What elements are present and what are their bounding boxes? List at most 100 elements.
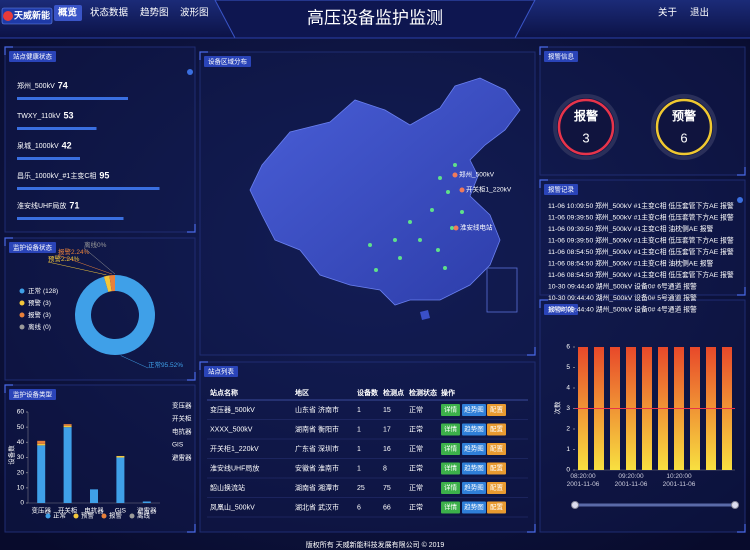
- alarm-ring: [557, 98, 615, 156]
- action-button[interactable]: [487, 482, 506, 494]
- nav-item[interactable]: 状态数据: [90, 7, 129, 19]
- map-site[interactable]: [430, 208, 434, 212]
- map-site[interactable]: [418, 238, 422, 242]
- table-cell: 25: [357, 485, 365, 492]
- legend-swatch: [19, 312, 25, 318]
- bar: [17, 97, 128, 100]
- panel-corner: [199, 361, 536, 533]
- category-list-item: 变压器: [172, 401, 192, 410]
- panel-dot: [187, 69, 193, 75]
- panel-title: 报警时段: [548, 305, 575, 314]
- bar-segment: [37, 445, 46, 503]
- bar-segment: [63, 425, 72, 428]
- action-button[interactable]: [462, 501, 486, 514]
- legend-entry: 预警 (3): [28, 298, 51, 307]
- action-label[interactable]: 详情: [444, 483, 458, 492]
- action-label[interactable]: 趋势图: [464, 463, 484, 472]
- nav-item[interactable]: 波形图: [180, 7, 209, 19]
- action-button[interactable]: [487, 443, 506, 455]
- map-site[interactable]: [374, 268, 378, 272]
- map-site[interactable]: [398, 256, 402, 260]
- alarm-record: 11-06 08:54:50 郑州_500kV #1主变C相 低压套管下方AE …: [548, 270, 734, 279]
- map-marker[interactable]: [452, 172, 458, 178]
- action-label[interactable]: 配置: [490, 464, 504, 472]
- map-china: [249, 77, 521, 306]
- action-button[interactable]: [441, 443, 460, 455]
- legend-name: 报警: [28, 310, 42, 319]
- y-tick-label: 3: [566, 405, 570, 412]
- y-tick-label: 2: [566, 426, 570, 433]
- map-site[interactable]: [368, 243, 372, 247]
- map-marker[interactable]: [453, 225, 459, 231]
- slider-handle[interactable]: [571, 501, 579, 509]
- action-label[interactable]: 趋势图: [464, 444, 484, 453]
- footer: 版权所有 天威新能科技发展有限公司 © 2019: [306, 540, 445, 549]
- action-button[interactable]: [487, 423, 506, 436]
- action-button[interactable]: [441, 404, 460, 416]
- nav-item[interactable]: 概览: [58, 7, 78, 19]
- action-button[interactable]: [441, 482, 460, 494]
- action-label[interactable]: 配置: [490, 445, 504, 453]
- action-label[interactable]: 详情: [444, 502, 458, 511]
- action-label[interactable]: 趋势图: [464, 502, 484, 511]
- map-marker[interactable]: [459, 187, 465, 193]
- x-tick-label: 电抗器: [84, 506, 104, 515]
- map-site[interactable]: [393, 238, 397, 242]
- panel-title: 报警记录: [548, 185, 575, 194]
- leader-line: [57, 254, 113, 275]
- y-axis-label: 次数: [553, 401, 562, 415]
- action-button[interactable]: [462, 423, 486, 436]
- legend-entry: 正常 (128): [28, 286, 58, 295]
- header-link[interactable]: 关于: [658, 7, 677, 19]
- map-label: 郑州_500kV: [459, 171, 495, 179]
- action-label[interactable]: 详情: [444, 405, 458, 414]
- action-button[interactable]: [487, 501, 506, 514]
- action-button[interactable]: [462, 443, 486, 455]
- map-site[interactable]: [443, 266, 447, 270]
- table-header: 操作: [441, 388, 455, 397]
- action-label[interactable]: 详情: [444, 463, 458, 472]
- action-button[interactable]: [462, 462, 486, 475]
- map-site[interactable]: [436, 248, 440, 252]
- action-button[interactable]: [441, 423, 460, 436]
- action-label[interactable]: 配置: [490, 484, 504, 492]
- table-cell: 变压器_500kV: [210, 405, 255, 414]
- action-label[interactable]: 详情: [444, 444, 458, 453]
- action-label[interactable]: 趋势图: [464, 483, 484, 492]
- legend-entry: 报警 (3): [28, 310, 51, 319]
- panel-tab: [544, 51, 578, 62]
- action-label[interactable]: 趋势图: [464, 424, 484, 433]
- action-button[interactable]: [441, 501, 460, 514]
- map-site[interactable]: [453, 163, 457, 167]
- map-site[interactable]: [460, 210, 464, 214]
- panel-title: 监护设备类型: [13, 390, 53, 399]
- action-label[interactable]: 配置: [490, 406, 504, 414]
- pie-slice: [74, 275, 155, 355]
- action-label[interactable]: 配置: [490, 425, 504, 433]
- action-button[interactable]: [487, 404, 506, 416]
- header-link[interactable]: 退出: [690, 7, 709, 19]
- action-label[interactable]: 趋势图: [464, 405, 484, 414]
- slice-percent: 2.24%: [71, 249, 90, 256]
- bar-segment: [116, 455, 125, 458]
- action-button[interactable]: [441, 462, 460, 475]
- action-label[interactable]: 详情: [444, 424, 458, 433]
- action-button[interactable]: [462, 404, 486, 416]
- table-cell: 6: [357, 504, 361, 511]
- map-site[interactable]: [438, 176, 442, 180]
- slice-name: 正常: [148, 360, 161, 369]
- nav-item[interactable]: 趋势图: [140, 7, 169, 19]
- action-button[interactable]: [487, 462, 506, 475]
- map-site[interactable]: [408, 220, 412, 224]
- bar-segment: [142, 501, 151, 503]
- slider-handle[interactable]: [731, 501, 739, 509]
- action-button[interactable]: [462, 482, 486, 494]
- action-label[interactable]: 配置: [490, 503, 504, 511]
- alarm-label: 报警: [574, 108, 598, 123]
- map-site[interactable]: [446, 190, 450, 194]
- x-tick-label: 开关柜: [58, 506, 78, 515]
- panel-title: 监护设备状态: [13, 243, 53, 252]
- panel-tab: [9, 51, 56, 62]
- map-site[interactable]: [450, 226, 454, 230]
